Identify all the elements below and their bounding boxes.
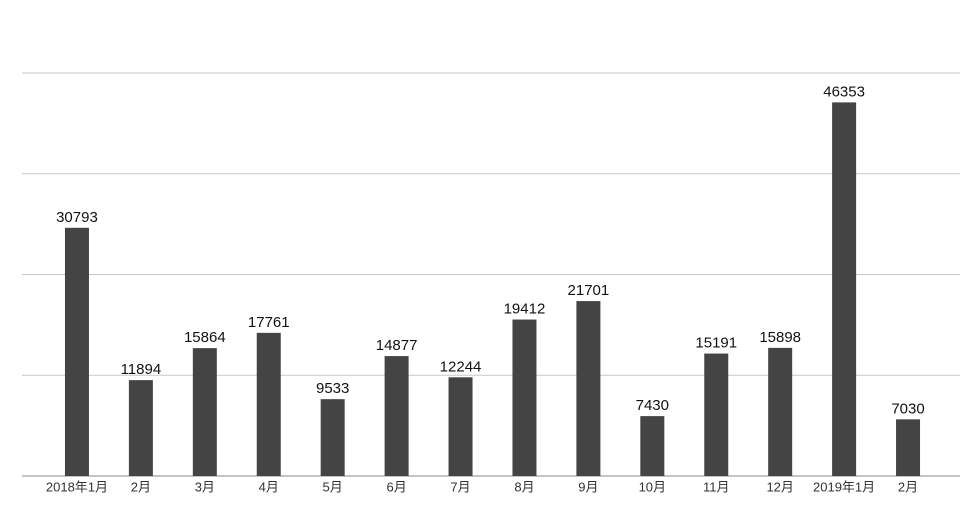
x-tick-label: 2019年1月 xyxy=(813,479,875,494)
x-tick-label: 10月 xyxy=(639,479,666,494)
x-tick-label: 11月 xyxy=(703,479,730,494)
data-label: 9533 xyxy=(316,380,349,397)
x-tick-label: 7月 xyxy=(450,479,470,494)
bar xyxy=(384,356,409,476)
bar xyxy=(64,227,89,476)
data-label: 21701 xyxy=(568,282,610,299)
x-tick-label: 12月 xyxy=(766,479,793,494)
bar xyxy=(832,102,857,476)
x-tick-label: 6月 xyxy=(386,479,406,494)
data-label: 15191 xyxy=(695,335,737,352)
data-label: 17761 xyxy=(248,314,290,331)
data-label: 7430 xyxy=(636,397,669,414)
data-label: 19412 xyxy=(504,301,546,318)
bar xyxy=(896,419,921,476)
data-label: 30793 xyxy=(56,209,98,226)
bar xyxy=(256,332,281,476)
data-label: 15898 xyxy=(759,329,801,346)
x-tick-label: 8月 xyxy=(514,479,534,494)
x-tick-label: 2月 xyxy=(131,479,151,494)
data-label: 46353 xyxy=(823,83,865,100)
data-label: 12244 xyxy=(440,358,482,375)
x-tick-label: 5月 xyxy=(323,479,343,494)
bar xyxy=(704,353,729,476)
bar xyxy=(640,416,665,476)
x-tick-label: 9月 xyxy=(578,479,598,494)
data-label: 11894 xyxy=(121,361,162,378)
x-tick-label: 4月 xyxy=(259,479,279,494)
bar xyxy=(320,399,345,476)
bar xyxy=(448,377,473,476)
data-label: 7030 xyxy=(891,400,924,417)
data-label: 15864 xyxy=(184,329,226,346)
bar xyxy=(768,347,793,476)
x-tick-label: 3月 xyxy=(195,479,215,494)
data-label: 14877 xyxy=(376,337,418,354)
bar xyxy=(576,301,601,476)
bar xyxy=(192,348,217,476)
bar xyxy=(512,319,537,476)
x-tick-label: 2月 xyxy=(898,479,918,494)
x-tick-label: 2018年1月 xyxy=(46,479,108,494)
bar xyxy=(128,380,153,476)
